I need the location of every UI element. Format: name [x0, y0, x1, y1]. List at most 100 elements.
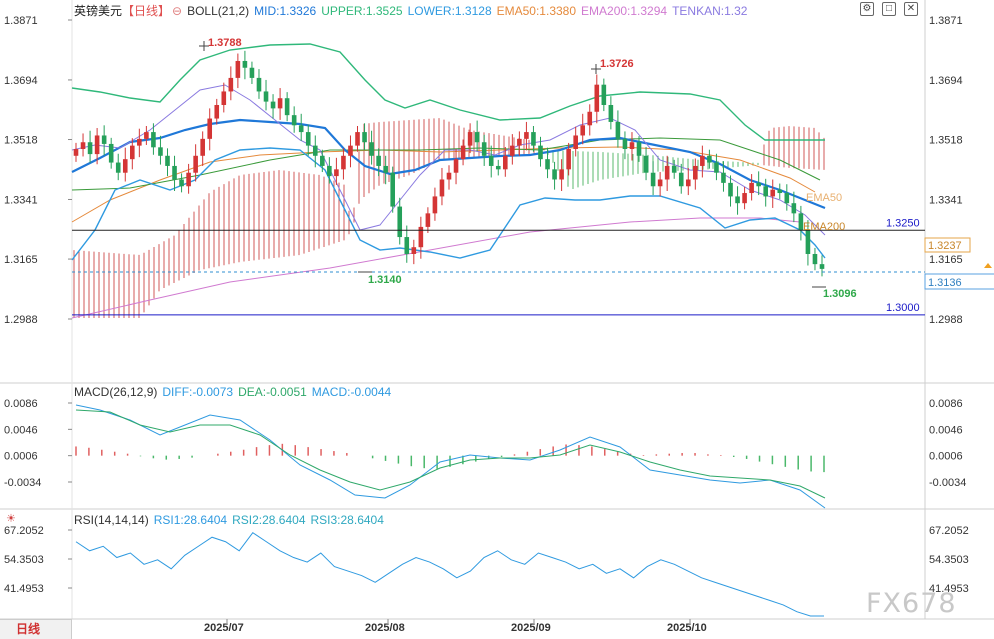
candle-body: [277, 98, 283, 109]
rsi-tick-label-right: 54.3503: [929, 554, 969, 566]
candle-body: [207, 118, 213, 139]
macd-tick-label-right: -0.0034: [929, 477, 966, 489]
time-tick-label: 2025/08: [365, 622, 405, 634]
candle-body: [115, 162, 121, 173]
high-label-1: 1.3788: [208, 37, 242, 49]
high-label-2: 1.3726: [600, 58, 634, 70]
candle-body: [650, 172, 656, 187]
candle-body: [819, 264, 825, 269]
candle-body: [671, 165, 677, 173]
candle-body: [552, 169, 557, 180]
candle-body: [594, 84, 600, 112]
candle-body: [559, 169, 564, 180]
macd-legend: MACD(26,12,9) DIFF:-0.0073 DEA:-0.0051 MACD…: [74, 385, 396, 399]
period-tab[interactable]: 日线: [0, 619, 72, 639]
candle-body: [453, 159, 459, 173]
macd-tick-label-right: 0.0006: [929, 451, 963, 463]
candle-body: [256, 77, 262, 92]
price-tick-label-left: 1.3341: [4, 194, 38, 206]
watermark-logo: FX678: [866, 588, 957, 619]
candle-body: [411, 247, 417, 254]
ema200-tag: 1.3237: [928, 240, 962, 252]
sun-icon[interactable]: ☀: [6, 513, 16, 525]
candle-body: [418, 226, 424, 248]
candle-body: [714, 162, 719, 173]
candle-body: [756, 182, 761, 187]
candle-body: [425, 213, 431, 227]
price-tick-label-left: 1.3165: [4, 254, 38, 266]
price-tick-label-right: 1.3518: [929, 135, 963, 147]
candle-body: [707, 155, 712, 163]
tenkan-value: TENKAN:1.32: [672, 4, 748, 18]
candle-body: [566, 149, 571, 170]
candle-body: [390, 172, 395, 207]
rsi-line: [75, 532, 824, 617]
ichimoku-cloud-red-2: [763, 126, 825, 170]
price-tick-label-left: 1.3518: [4, 135, 38, 147]
candle-body: [545, 159, 550, 170]
boll-mid-line: [71, 118, 826, 210]
candle-body: [158, 147, 163, 156]
candle-body: [524, 132, 529, 139]
candle-body: [235, 60, 241, 78]
macd-tick-label-right: 0.0086: [929, 398, 963, 410]
candle-body: [80, 142, 86, 150]
rsi-legend: RSI(14,14,14) RSI1:28.6404 RSI2:28.6404 RSI…: [74, 513, 389, 527]
candle-body: [629, 142, 635, 150]
close-icon[interactable]: ✕: [904, 2, 918, 16]
rsi2-value: RSI2:28.6404: [232, 513, 306, 527]
mid-value: MID:1.3326: [254, 4, 317, 18]
candle-body: [763, 186, 768, 197]
candle-body: [503, 155, 508, 170]
candle-body: [805, 230, 811, 254]
settings-icon[interactable]: ⚙: [860, 2, 874, 16]
macd-macd: MACD:-0.0044: [311, 385, 392, 399]
price-tick-label-left: 1.3694: [4, 75, 38, 87]
candle-body: [643, 155, 649, 173]
candle-body: [531, 132, 536, 146]
candle-body: [432, 196, 438, 214]
candle-body: [770, 189, 776, 197]
candle-body: [622, 138, 628, 150]
candle-body: [327, 165, 332, 177]
price-tick-label-right: 1.3341: [929, 194, 963, 206]
price-tick-label-left: 1.2988: [4, 314, 38, 326]
candle-body: [130, 145, 135, 160]
ema50-value: EMA50:1.3380: [496, 4, 577, 18]
candle-body: [348, 145, 353, 156]
tenkan-line: [71, 84, 826, 236]
time-tick-label: 2025/07: [204, 622, 244, 634]
candle-body: [439, 179, 445, 197]
candle-body: [404, 237, 410, 254]
candle-body: [488, 155, 494, 166]
candle-body: [341, 155, 346, 170]
zoom-icon[interactable]: ⊖: [172, 4, 183, 18]
rsi-tick-label-left: 41.4953: [4, 583, 44, 595]
candle-body: [87, 142, 93, 155]
boll-upper-line: [71, 43, 825, 141]
candle-body: [263, 91, 269, 102]
price-tick-label-right: 1.3165: [929, 254, 963, 266]
macd-tick-label-right: 0.0046: [929, 424, 963, 436]
candle-body: [495, 165, 501, 170]
alert-marker-icon: [984, 263, 992, 268]
candle-body: [305, 132, 311, 146]
low-label-2: 1.3096: [823, 288, 857, 300]
window-icon[interactable]: □: [882, 2, 896, 16]
candle-body: [510, 145, 515, 156]
candle-body: [334, 169, 339, 177]
candle-body: [784, 193, 790, 204]
rsi-tick-label-left: 54.3503: [4, 554, 44, 566]
ichimoku-cloud-red: [73, 118, 545, 318]
candle-body: [144, 132, 149, 139]
candle-body: [221, 91, 227, 105]
candle-body: [728, 182, 733, 197]
candle-body: [193, 155, 198, 173]
candle-body: [376, 155, 381, 166]
period-label[interactable]: 【日线】: [122, 4, 171, 18]
candle-body: [151, 132, 156, 148]
rsi1-value: RSI1:28.6404: [153, 513, 228, 527]
boll-lower-line: [71, 147, 826, 261]
candle-body: [685, 179, 691, 187]
